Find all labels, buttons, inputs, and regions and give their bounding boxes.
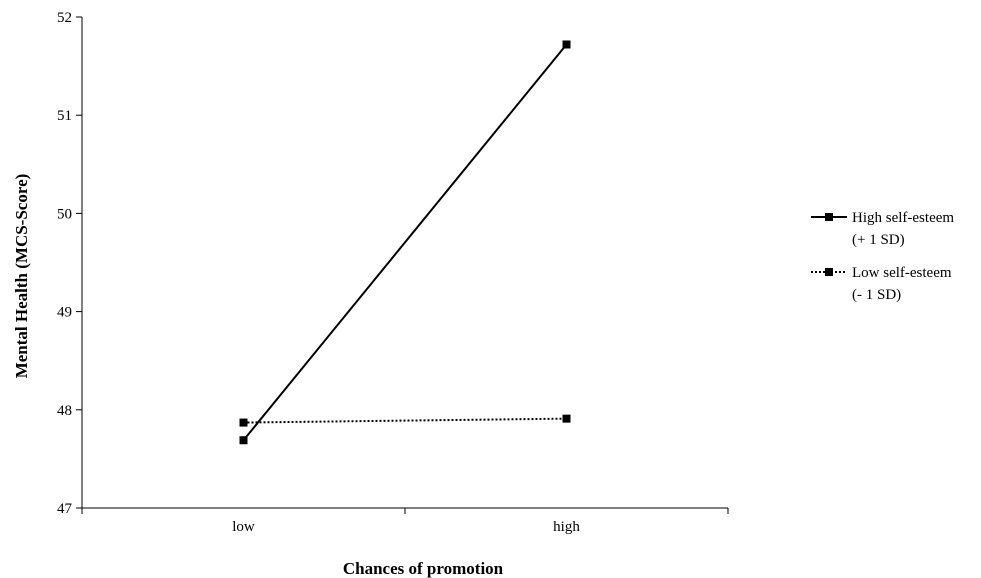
legend-label: High self-esteem [852, 210, 954, 226]
data-point [562, 414, 571, 423]
series-line-1 [243, 417, 567, 424]
y-tick-label: 47 [57, 501, 73, 517]
legend-label: (- 1 SD) [852, 287, 901, 303]
legend-label: Low self-esteem [852, 265, 952, 281]
data-point [562, 40, 571, 49]
y-tick-label: 52 [57, 10, 72, 26]
series-line-0 [242, 43, 568, 441]
legend-swatch-marker [825, 213, 833, 221]
legend-label: (+ 1 SD) [852, 232, 905, 248]
x-tick-label: low [232, 519, 255, 535]
y-tick-label: 50 [57, 206, 72, 222]
y-tick-label: 48 [57, 403, 72, 419]
data-point [239, 418, 248, 427]
x-axis-title: Chances of promotion [343, 559, 504, 578]
y-tick-label: 49 [57, 305, 72, 321]
y-axis: 47 48 49 50 51 52 [57, 10, 83, 517]
y-tick-label: 51 [57, 108, 72, 124]
data-point [239, 436, 248, 445]
y-axis-title: Mental Health (MCS-Score) [12, 174, 31, 379]
x-tick-label: high [553, 519, 580, 535]
series-layer [239, 40, 571, 445]
legend-swatch-marker [825, 268, 833, 276]
x-axis: low high [81, 507, 729, 535]
legend: High self-esteem(+ 1 SD)Low self-esteem … [811, 210, 954, 303]
